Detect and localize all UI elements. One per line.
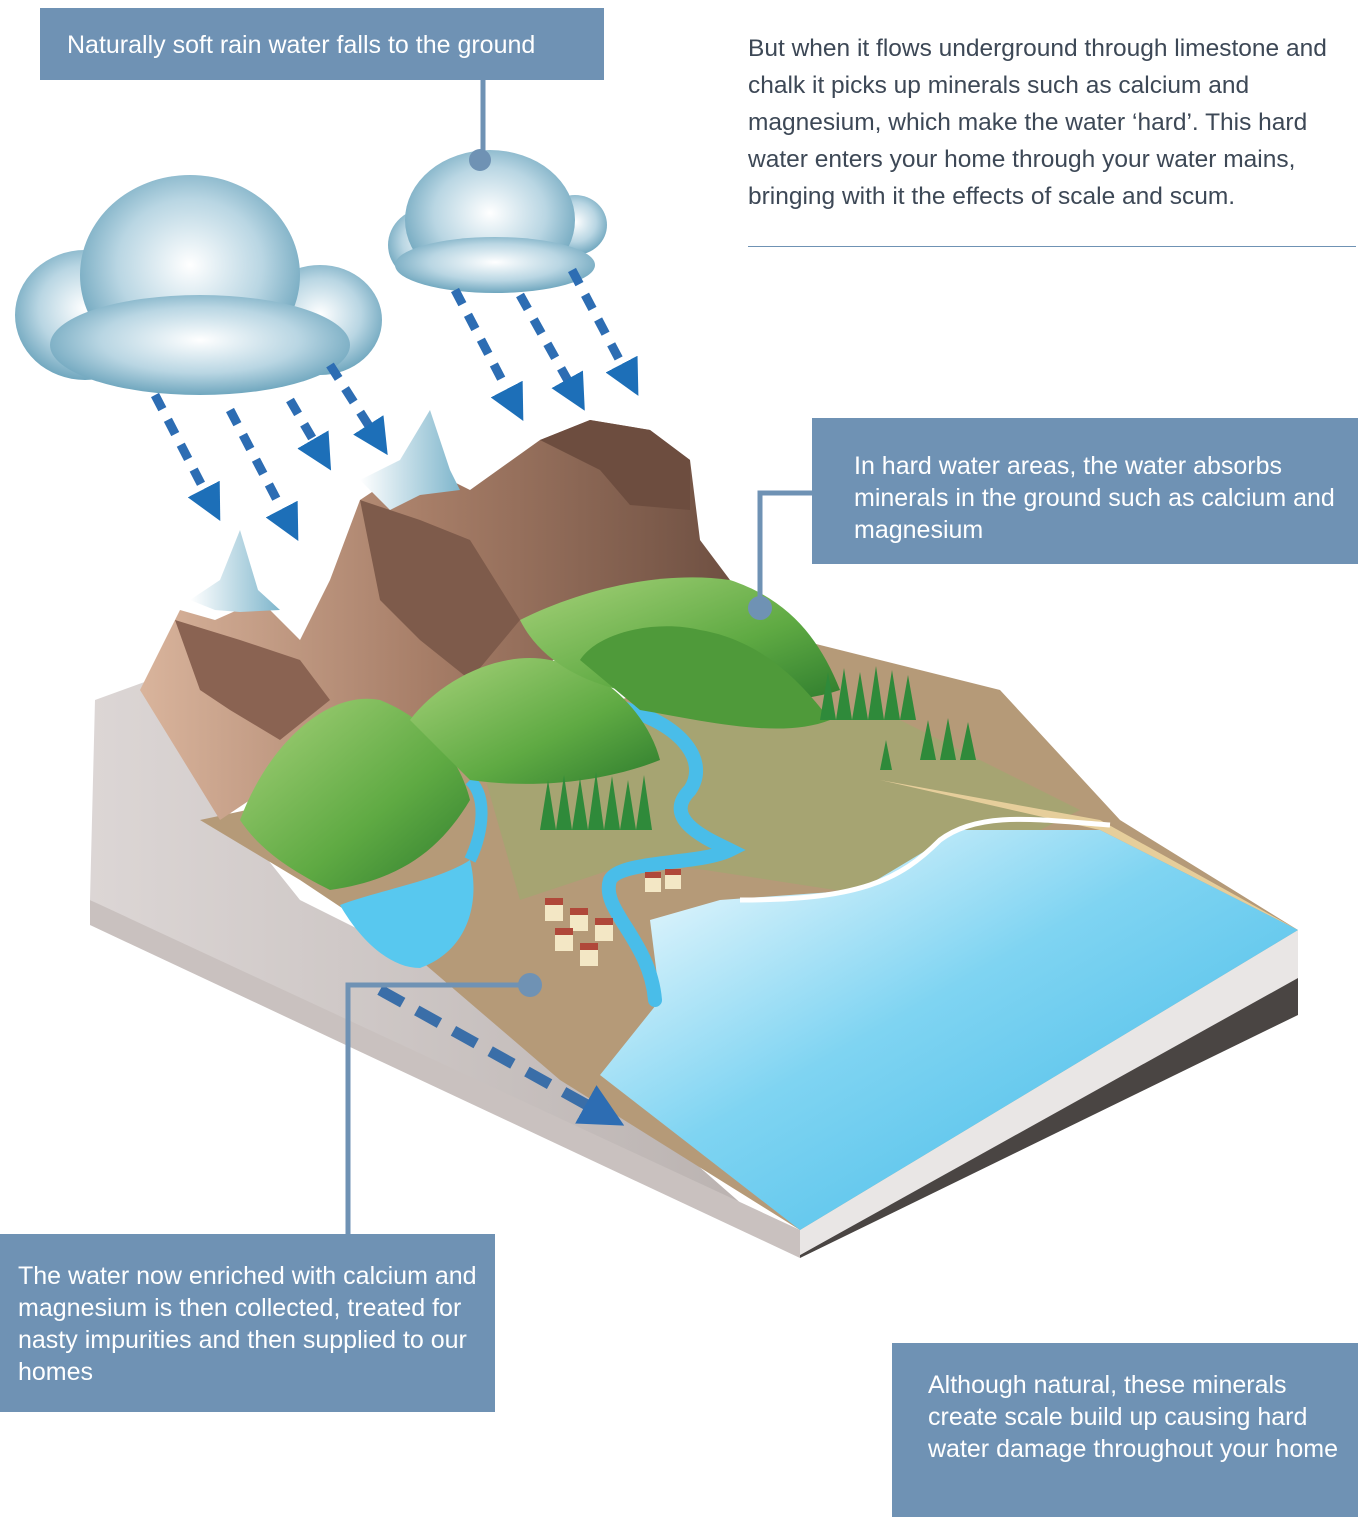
village-houses xyxy=(545,869,681,966)
shore-wave xyxy=(739,816,1111,903)
callout-connectors xyxy=(345,80,812,1234)
callout-scale-damage: Although natural, these minerals create … xyxy=(892,1343,1358,1517)
callout-collected: The water now enriched with calcium and … xyxy=(0,1234,495,1412)
sea-water xyxy=(600,830,1298,1230)
intro-paragraph: But when it flows underground through li… xyxy=(748,35,1327,210)
forest-trees xyxy=(540,666,976,830)
cloud-right xyxy=(388,150,607,293)
callout-absorbs-minerals-text: In hard water areas, the water absorbs m… xyxy=(854,452,1335,544)
lake-water xyxy=(340,860,474,968)
intro-divider xyxy=(748,246,1356,247)
cloud-left xyxy=(15,175,382,395)
river xyxy=(601,698,746,1007)
callout-soft-rain-text: Naturally soft rain water falls to the g… xyxy=(67,31,536,59)
underground-flow-arrow xyxy=(377,985,625,1126)
callout-scale-damage-text: Although natural, these minerals create … xyxy=(928,1371,1338,1463)
rock-mountains xyxy=(140,420,730,820)
callout-collected-text: The water now enriched with calcium and … xyxy=(18,1262,477,1386)
rain-arrows xyxy=(151,267,639,541)
callout-absorbs-minerals: In hard water areas, the water absorbs m… xyxy=(812,418,1358,564)
callout-soft-rain: Naturally soft rain water falls to the g… xyxy=(40,8,604,80)
snow-caps xyxy=(190,410,460,612)
